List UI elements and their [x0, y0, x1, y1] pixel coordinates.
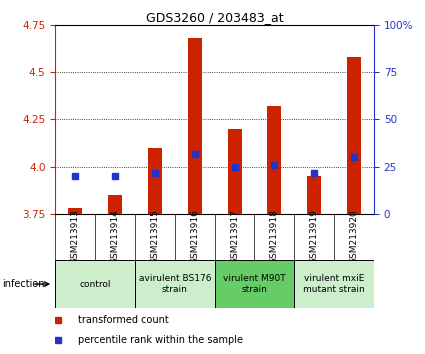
Bar — [215, 260, 294, 308]
Text: GSM213918: GSM213918 — [270, 209, 279, 264]
Title: GDS3260 / 203483_at: GDS3260 / 203483_at — [146, 11, 283, 24]
Bar — [267, 106, 281, 214]
Text: GSM213913: GSM213913 — [71, 209, 79, 264]
Bar — [68, 209, 82, 214]
Text: virulent M90T
strain: virulent M90T strain — [223, 274, 286, 294]
Bar — [55, 260, 135, 308]
Text: percentile rank within the sample: percentile rank within the sample — [77, 335, 243, 346]
Bar — [148, 148, 162, 214]
Text: GSM213916: GSM213916 — [190, 209, 199, 264]
Text: infection: infection — [2, 279, 45, 289]
Bar — [227, 129, 241, 214]
Text: GSM213917: GSM213917 — [230, 209, 239, 264]
Bar — [135, 260, 215, 308]
Bar — [188, 38, 202, 214]
Bar — [347, 57, 361, 214]
Bar — [307, 176, 321, 214]
Text: GSM213919: GSM213919 — [310, 209, 319, 264]
Text: GSM213914: GSM213914 — [110, 209, 119, 264]
Text: GSM213920: GSM213920 — [350, 209, 359, 264]
Text: virulent mxiE
mutant strain: virulent mxiE mutant strain — [303, 274, 365, 294]
Text: control: control — [79, 280, 111, 289]
Text: transformed count: transformed count — [77, 315, 168, 325]
Text: avirulent BS176
strain: avirulent BS176 strain — [139, 274, 211, 294]
Bar — [294, 260, 374, 308]
Text: GSM213915: GSM213915 — [150, 209, 159, 264]
Bar — [108, 195, 122, 214]
